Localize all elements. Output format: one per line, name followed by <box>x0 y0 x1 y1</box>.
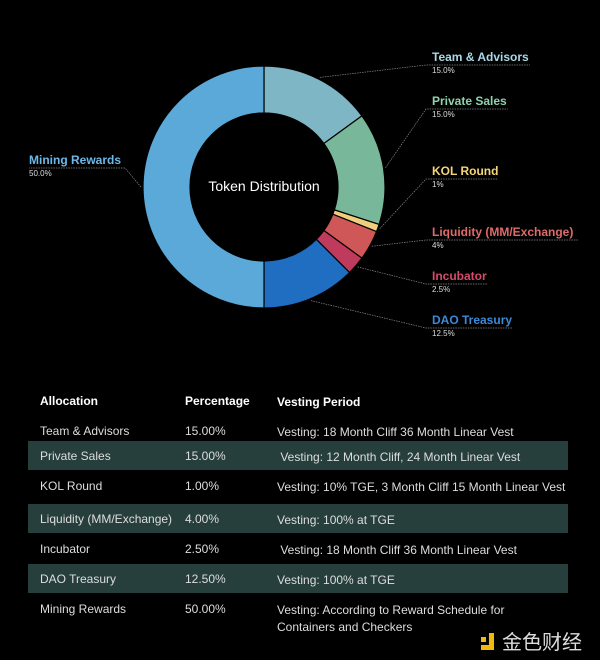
legend-label: Incubator <box>432 269 487 283</box>
table-row: Incubator 2.50% Vesting: 18 Month Cliff 3… <box>28 534 568 563</box>
table-row: Mining Rewards 50.00% Vesting: According t… <box>28 594 568 634</box>
legend-label: KOL Round <box>432 164 499 178</box>
leader-line <box>319 64 530 78</box>
chart-title: Token Distribution <box>208 178 320 194</box>
donut-chart <box>29 64 578 329</box>
percentage-cell: 15.00% <box>185 449 226 463</box>
legend-label: Mining Rewards <box>29 153 122 167</box>
percentage-cell: 4.00% <box>185 512 220 526</box>
watermark-logo: 金色财经 <box>480 626 582 655</box>
legend-label: DAO Treasury <box>432 313 513 327</box>
data-label: 4% <box>432 241 444 250</box>
data-label: 12.5% <box>432 329 455 338</box>
leader-line <box>385 108 508 168</box>
allocation-cell: Liquidity (MM/Exchange) <box>40 512 173 526</box>
allocation-cell: DAO Treasury <box>40 572 117 586</box>
header-vesting: Vesting Period <box>277 395 361 409</box>
vesting-cell: Vesting: According to Reward Schedule fo… <box>277 603 505 634</box>
vesting-cell: Vesting: 18 Month Cliff 36 Month Linear … <box>277 425 514 439</box>
leader-line <box>379 178 498 229</box>
legend-label: Liquidity (MM/Exchange) <box>432 225 574 239</box>
data-label: 15.0% <box>432 66 455 75</box>
allocation-cell: Mining Rewards <box>40 602 127 616</box>
watermark-text: 金色财经 <box>502 632 582 654</box>
leader-line <box>29 167 142 188</box>
percentage-cell: 12.50% <box>185 572 226 586</box>
allocation-cell: KOL Round <box>40 479 103 493</box>
allocation-cell: Incubator <box>40 542 91 556</box>
table-header: Allocation Percentage Vesting Period <box>28 386 568 415</box>
data-label: 15.0% <box>432 110 455 119</box>
table-row: Team & Advisors 15.00% Vesting: 18 Month C… <box>28 416 568 445</box>
percentage-cell: 1.00% <box>185 479 220 493</box>
legend-label: Team & Advisors <box>432 50 529 64</box>
slice-mining-rewards <box>142 65 265 309</box>
vesting-cell: Vesting: 10% TGE, 3 Month Cliff 15 Month… <box>277 480 566 494</box>
table-row: Private Sales 15.00% Vesting: 12 Month Cl… <box>28 441 568 470</box>
data-label: 1% <box>432 180 444 189</box>
legend-label: Private Sales <box>432 94 507 108</box>
vesting-cell: Vesting: 100% at TGE <box>277 573 395 587</box>
table-row: KOL Round 1.00% Vesting: 10% TGE, 3 Month … <box>28 471 568 500</box>
percentage-cell: 50.00% <box>185 602 226 616</box>
header-allocation: Allocation <box>40 394 99 408</box>
leader-line <box>310 300 512 329</box>
logo-icon <box>480 632 496 650</box>
vesting-cell: Vesting: 100% at TGE <box>277 513 395 527</box>
allocation-cell: Private Sales <box>40 449 111 463</box>
vesting-cell: Vesting: 18 Month Cliff 36 Month Linear … <box>277 543 517 557</box>
table-row: Liquidity (MM/Exchange) 4.00% Vesting: 100… <box>28 504 568 533</box>
leader-line <box>371 239 578 247</box>
data-label: 2.5% <box>432 285 451 294</box>
table-row: DAO Treasury 12.50% Vesting: 100% at TGE <box>28 564 568 593</box>
header-percentage: Percentage <box>185 394 250 408</box>
percentage-cell: 2.50% <box>185 542 220 556</box>
vesting-cell: Vesting: 12 Month Cliff, 24 Month Linear… <box>277 450 521 464</box>
leader-line <box>357 266 488 285</box>
percentage-cell: 15.00% <box>185 424 226 438</box>
data-label: 50.0% <box>29 169 52 178</box>
allocation-cell: Team & Advisors <box>40 424 130 438</box>
